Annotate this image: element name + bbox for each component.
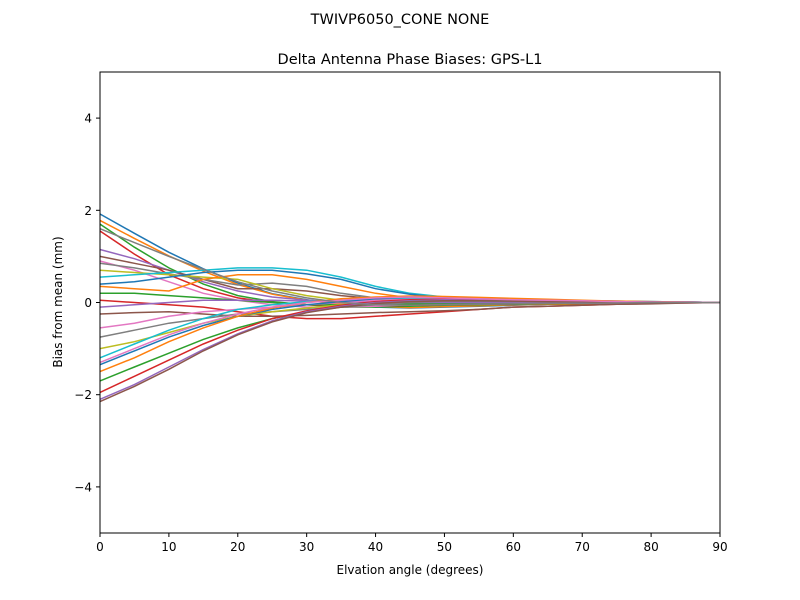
x-tick-label: 0 xyxy=(96,540,104,554)
x-tick-label: 80 xyxy=(643,540,658,554)
figure-suptitle: TWIVP6050_CONE NONE xyxy=(310,12,490,28)
x-tick-label: 40 xyxy=(368,540,383,554)
y-tick-label: 2 xyxy=(84,204,92,218)
x-tick-label: 30 xyxy=(299,540,314,554)
x-tick-label: 50 xyxy=(437,540,452,554)
axes-title: Delta Antenna Phase Biases: GPS-L1 xyxy=(278,52,543,68)
x-axis-ticks: 0 10 20 30 40 50 60 70 80 90 xyxy=(96,533,728,554)
y-tick-label: −2 xyxy=(74,388,92,402)
y-axis-label: Bias from mean (mm) xyxy=(51,236,65,367)
x-tick-label: 70 xyxy=(575,540,590,554)
x-tick-label: 90 xyxy=(712,540,727,554)
series-line-26 xyxy=(99,296,721,364)
x-axis-label: Elvation angle (degrees) xyxy=(337,563,484,577)
x-tick-label: 20 xyxy=(230,540,245,554)
x-tick-label: 10 xyxy=(161,540,176,554)
series-line-27 xyxy=(99,228,720,307)
y-tick-label: −4 xyxy=(74,480,92,494)
y-tick-label: 0 xyxy=(84,296,92,310)
y-tick-label: 4 xyxy=(84,112,92,126)
series-line-15 xyxy=(99,301,721,318)
series-lines xyxy=(99,213,721,403)
x-tick-label: 60 xyxy=(506,540,521,554)
series-line-25 xyxy=(99,299,720,403)
y-axis-ticks: −4 −2 0 2 4 xyxy=(74,112,100,494)
